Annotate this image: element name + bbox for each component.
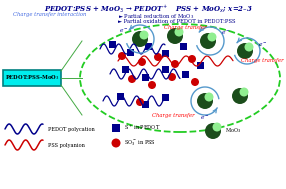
Text: ► Partial reduction of MoO$_3$: ► Partial reduction of MoO$_3$ [118,12,194,21]
Bar [162,50,168,57]
Circle shape [200,33,216,49]
Circle shape [212,122,221,132]
Bar [144,43,152,50]
Bar [180,43,186,50]
Circle shape [174,28,184,36]
Circle shape [132,31,148,47]
Circle shape [167,28,183,44]
Text: Charge transfer interaction: Charge transfer interaction [13,12,87,17]
Bar [126,49,134,56]
Bar [162,66,168,73]
Circle shape [188,55,196,63]
Bar [142,74,148,81]
Bar [196,61,204,68]
Bar [116,92,124,99]
Text: SO$_3^-$ in PSS: SO$_3^-$ in PSS [124,138,156,148]
Circle shape [128,75,136,83]
FancyBboxPatch shape [3,70,61,86]
Circle shape [112,139,120,147]
Circle shape [204,92,214,101]
Text: PEDOT:PSS-MoO$_3$: PEDOT:PSS-MoO$_3$ [5,74,59,82]
Bar [122,66,128,73]
Circle shape [191,78,199,86]
Circle shape [237,43,253,59]
Circle shape [205,123,221,139]
Circle shape [140,30,148,40]
Circle shape [118,52,126,60]
Circle shape [232,88,248,104]
Text: Charge transfer: Charge transfer [164,25,206,30]
Circle shape [239,88,249,97]
Text: Charge transfer: Charge transfer [152,113,194,118]
Text: S$^+$ in PEDOT: S$^+$ in PEDOT [124,124,160,132]
Circle shape [154,53,162,61]
Circle shape [245,43,253,51]
Text: e$^-$: e$^-$ [258,41,268,49]
Text: PSS polyanion: PSS polyanion [48,143,85,147]
Circle shape [197,93,213,109]
Circle shape [208,33,217,42]
Circle shape [148,81,156,89]
Circle shape [168,73,176,81]
Text: Charge transfer: Charge transfer [241,58,283,63]
Bar [112,124,120,132]
Text: MoO$_3$: MoO$_3$ [225,127,241,136]
Text: ► Partial oxidation of PEDOT in PEDOT:PSS: ► Partial oxidation of PEDOT in PEDOT:PS… [118,19,235,24]
Text: PEDOT:PSS + MoO$_3$ → PEDOT$^+$   PSS + MoO$_x$; x=2–3: PEDOT:PSS + MoO$_3$ → PEDOT$^+$ PSS + Mo… [43,3,253,15]
Bar [142,101,148,108]
Text: e$^-$: e$^-$ [200,114,210,122]
Circle shape [138,58,146,66]
Text: PEDOT polycation: PEDOT polycation [48,126,95,132]
Bar [182,70,188,77]
Circle shape [136,98,144,106]
Text: e$^-$: e$^-$ [119,27,129,35]
Text: e$^-$: e$^-$ [221,29,231,37]
Bar [108,40,116,47]
Bar [162,94,168,101]
Circle shape [171,60,179,68]
